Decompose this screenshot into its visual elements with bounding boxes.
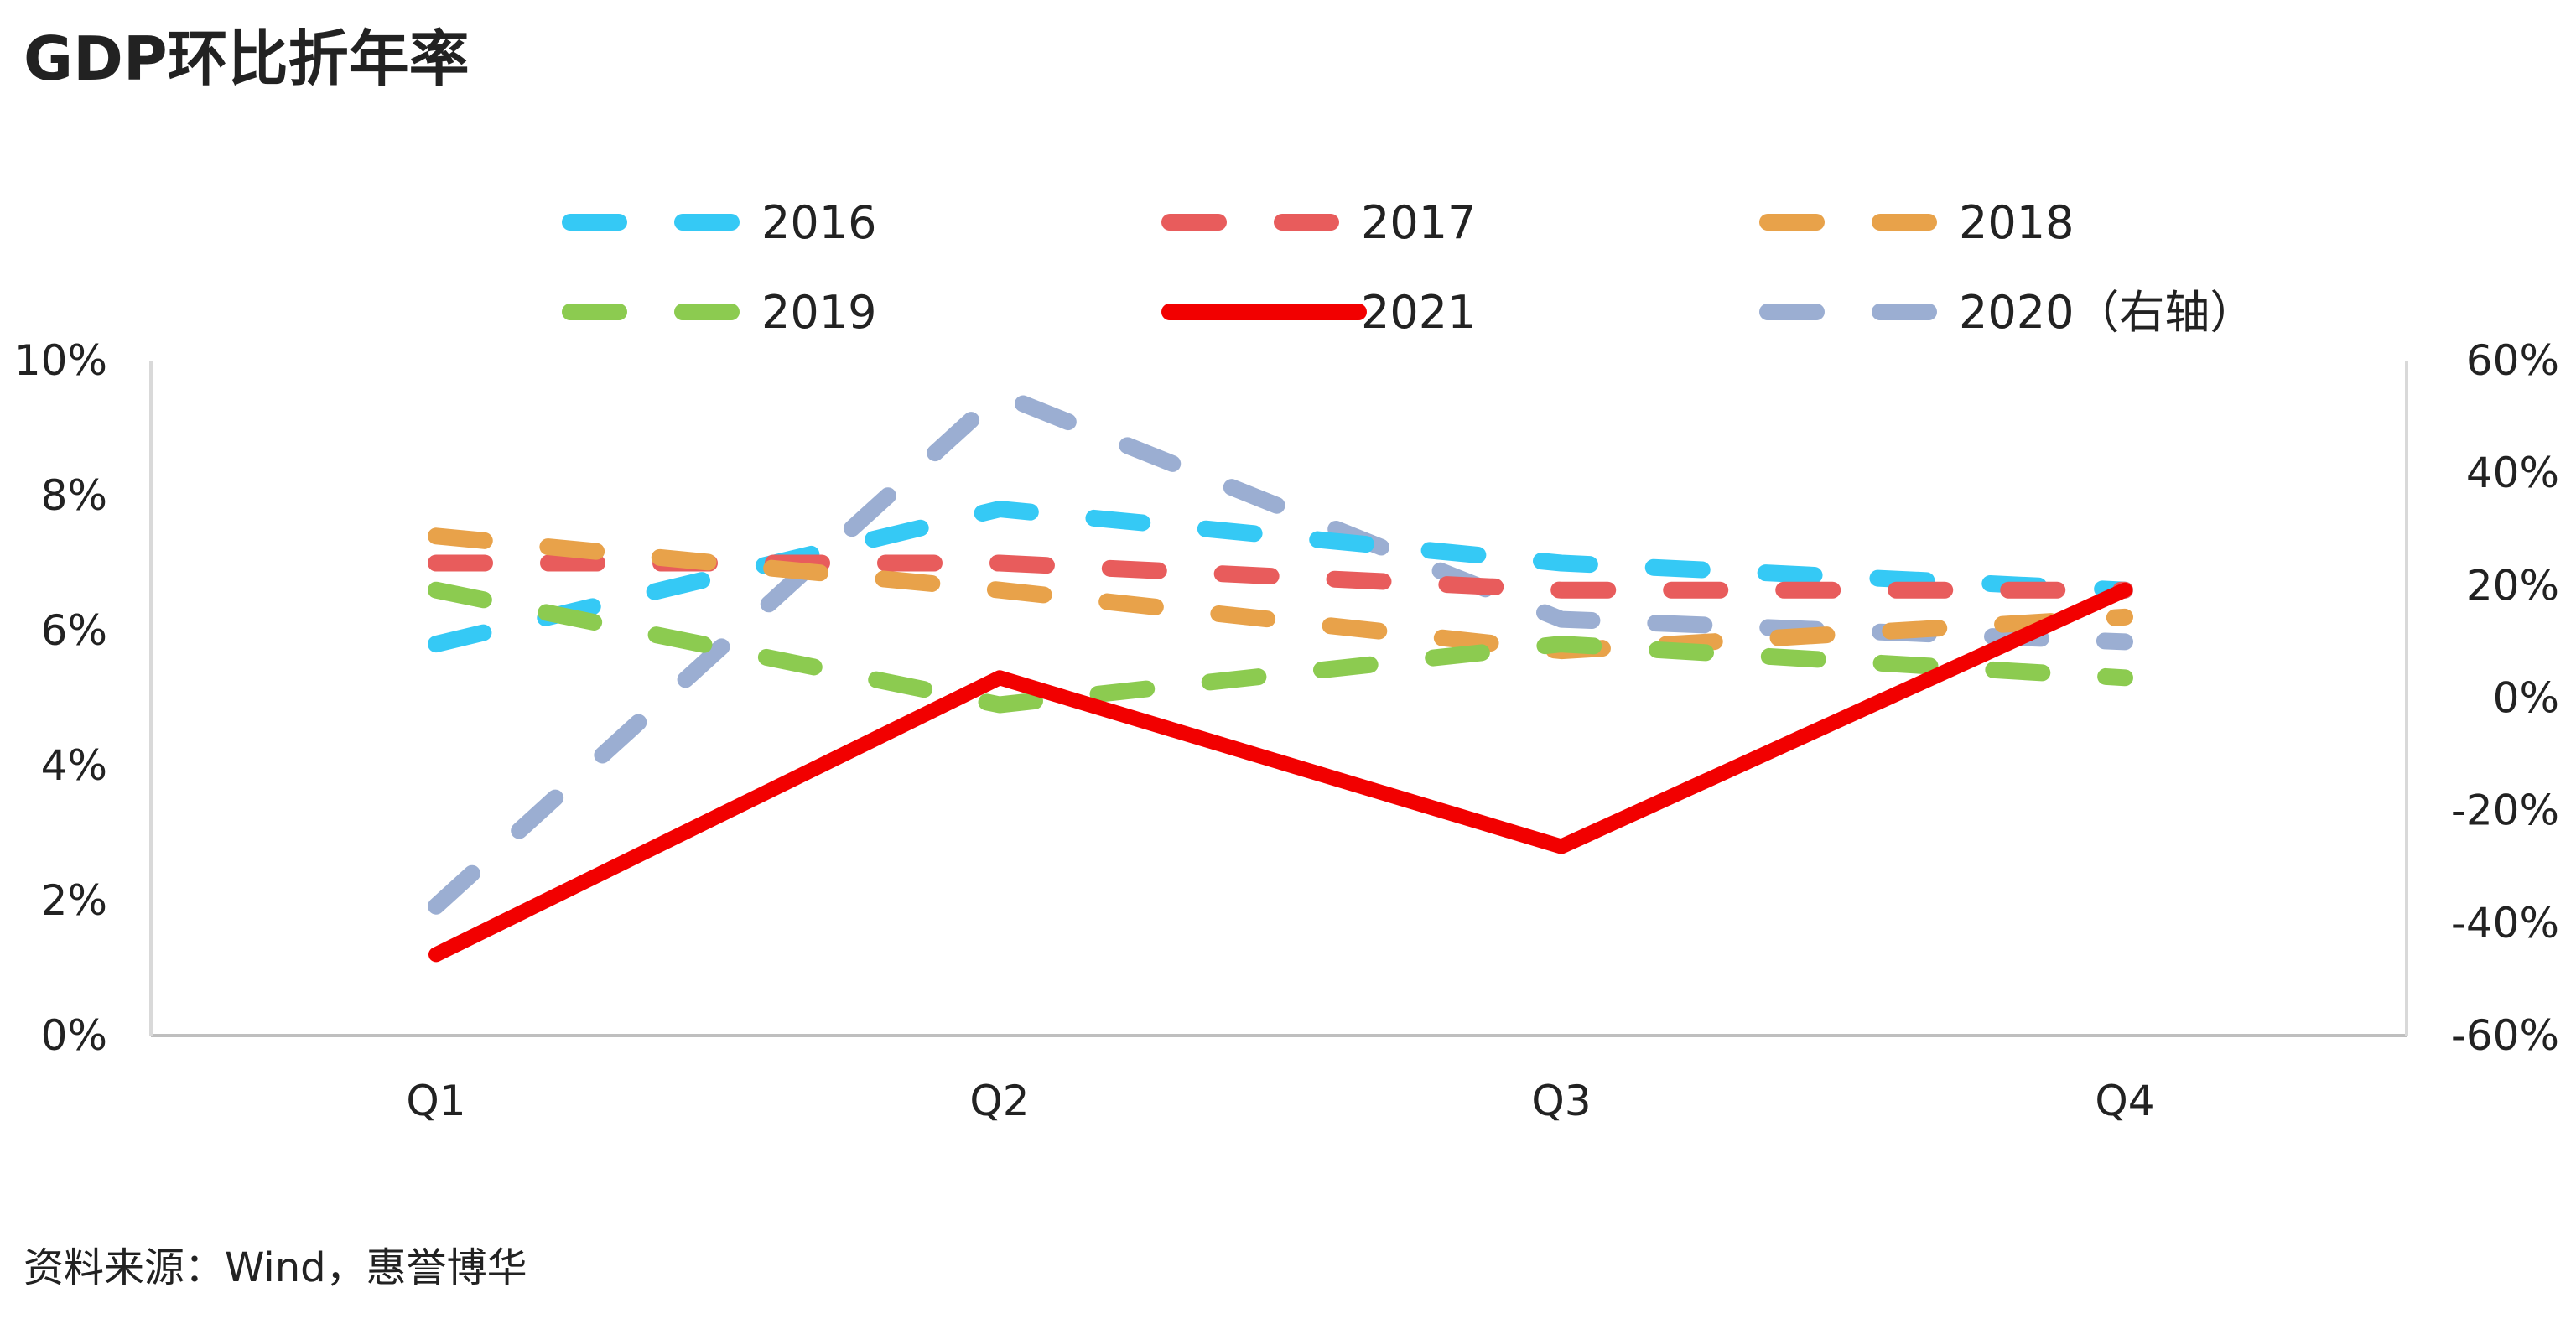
left-tick-label: 8% xyxy=(41,471,107,520)
x-tick-label: Q4 xyxy=(2095,1077,2154,1125)
right-tick-label: 60% xyxy=(2466,336,2559,385)
legend-label: 2021 xyxy=(1361,286,1476,339)
legend-label: 2018 xyxy=(1959,196,2074,249)
x-tick-label: Q1 xyxy=(406,1077,465,1125)
left-tick-label: 2% xyxy=(41,876,107,925)
series-line-2021 xyxy=(428,582,2132,963)
legend-label: 2019 xyxy=(761,286,876,339)
right-tick-label: -60% xyxy=(2451,1011,2559,1060)
left-axis-ticks: 0% 2% 4% 6% 8% 10% xyxy=(14,336,107,1060)
right-tick-label: -40% xyxy=(2451,899,2559,948)
legend-label: 2020（右轴） xyxy=(1959,286,2255,339)
series-line-2020 xyxy=(428,386,2133,915)
legend: 2016 2017 2018 2019 2021 2020（右轴） xyxy=(562,196,2255,339)
source-note: 资料来源：Wind，惠誉博华 xyxy=(23,1244,527,1291)
legend-label: 2016 xyxy=(761,196,876,249)
left-tick-label: 10% xyxy=(14,336,107,385)
right-tick-label: 0% xyxy=(2493,674,2559,723)
left-tick-label: 4% xyxy=(41,741,107,790)
right-tick-label: 20% xyxy=(2466,561,2559,610)
right-axis-ticks: -60% -40% -20% 0% 20% 40% 60% xyxy=(2451,336,2559,1060)
chart-title: GDP环比折年率 xyxy=(23,23,470,94)
x-tick-label: Q2 xyxy=(969,1077,1029,1125)
x-tick-label: Q3 xyxy=(1531,1077,1591,1125)
axes xyxy=(149,361,2408,1037)
left-tick-label: 0% xyxy=(41,1011,107,1060)
series-line-2019 xyxy=(428,581,2133,714)
left-tick-label: 6% xyxy=(41,606,107,655)
series-line-2017 xyxy=(428,554,2133,599)
legend-label: 2017 xyxy=(1361,196,1476,249)
right-tick-label: 40% xyxy=(2466,449,2559,497)
series-line-2016 xyxy=(428,501,2133,653)
right-tick-label: -20% xyxy=(2451,787,2559,835)
x-axis-ticks: Q1 Q2 Q3 Q4 xyxy=(406,1077,2154,1125)
series-lines xyxy=(428,386,2133,963)
